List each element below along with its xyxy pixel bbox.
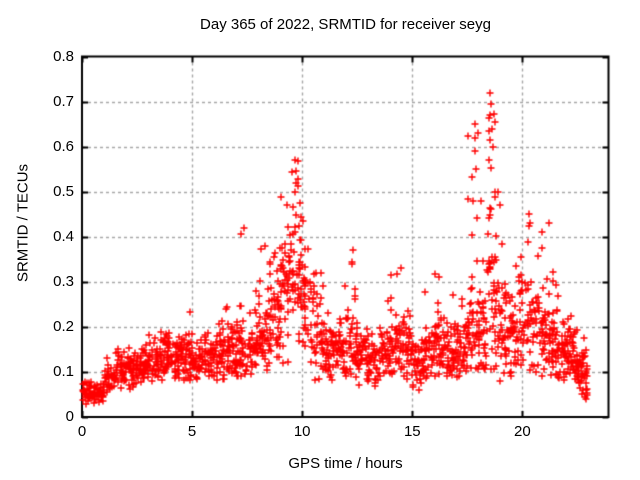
x-tick-label: 15	[403, 423, 421, 440]
y-tick-label: 0	[65, 408, 74, 425]
chart-title: Day 365 of 2022, SRMTID for receiver sey…	[200, 16, 491, 33]
y-axis-title: SRMTID / TECUs	[14, 163, 32, 283]
y-tick-label: 0.6	[53, 137, 74, 155]
x-tick-label: 5	[187, 423, 197, 440]
x-tick-label: 20	[514, 423, 531, 440]
x-tick-label: 0	[77, 423, 87, 440]
y-tick-label: 0.5	[53, 182, 74, 200]
y-tick-label: 0.4	[53, 227, 74, 245]
x-tick-label: 10	[293, 423, 311, 440]
x-axis-title: GPS time / hours	[288, 455, 403, 472]
y-tick-label: 0.3	[53, 272, 74, 290]
y-tick-label: 0.1	[53, 362, 74, 380]
y-tick-label: 0.7	[53, 92, 74, 110]
y-tick-label: 0.8	[53, 47, 74, 65]
y-tick-label: 0.2	[53, 317, 74, 335]
